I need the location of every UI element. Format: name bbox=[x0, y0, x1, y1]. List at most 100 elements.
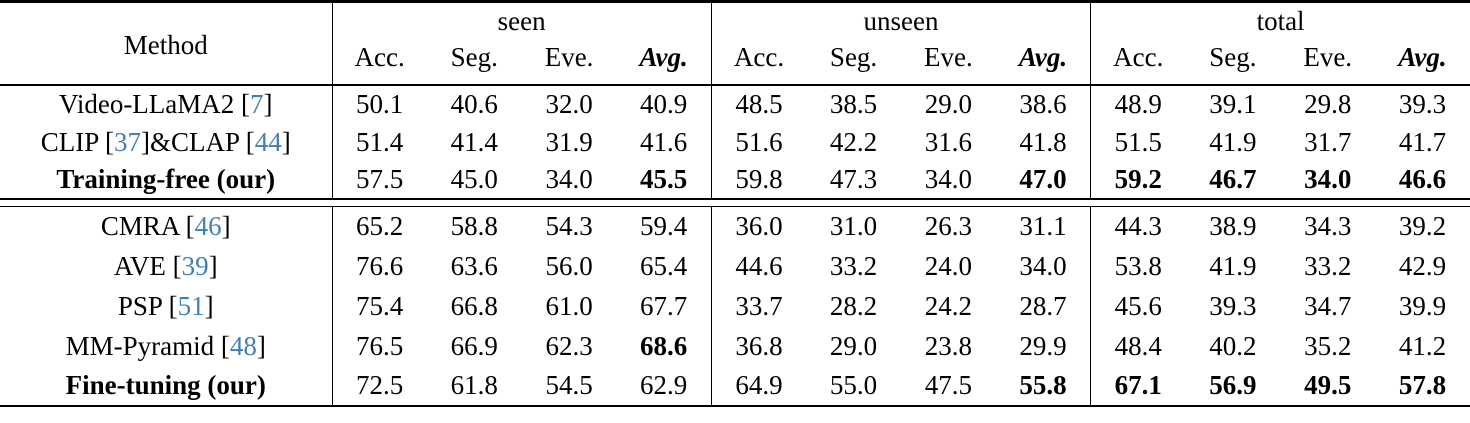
citation-link[interactable]: 7 bbox=[250, 89, 264, 119]
method-cell: Fine-tuning (our) bbox=[0, 366, 333, 406]
citation-link[interactable]: 46 bbox=[194, 210, 222, 241]
value-cell: 64.9 bbox=[735, 370, 783, 400]
value-cell: 51.6 bbox=[735, 126, 783, 157]
value-cell: 34.0 bbox=[924, 164, 972, 194]
value-cell: 41.9 bbox=[1209, 126, 1257, 157]
value-cell: 29.0 bbox=[924, 89, 972, 119]
citation-link[interactable]: 37 bbox=[114, 126, 141, 157]
value-cell: 41.8 bbox=[995, 123, 1092, 161]
method-name-text: MM-Pyramid [ bbox=[65, 330, 230, 361]
table-row: Video-LLaMA2 [7] 50.1 40.6 32.0 40.9 48.5 38.5… bbox=[0, 85, 1470, 123]
value-cell: 40.9 bbox=[616, 85, 712, 123]
citation-link[interactable]: 48 bbox=[229, 330, 257, 361]
value-cell: 55.0 bbox=[829, 370, 878, 400]
value-cell: 66.8 bbox=[450, 290, 498, 321]
method-header: Method bbox=[0, 1, 333, 86]
value-cell: 65.4 bbox=[616, 246, 712, 286]
value-cell: 41.9 bbox=[1209, 250, 1257, 281]
value-cell: 51.5 bbox=[1114, 126, 1162, 157]
value-cell: 31.6 bbox=[924, 126, 972, 157]
value-cell: 61.0 bbox=[545, 290, 593, 321]
value-cell: 65.2 bbox=[356, 210, 404, 241]
table-row: Fine-tuning (our) 72.5 61.8 54.5 62.9 64.9 55.… bbox=[0, 366, 1470, 406]
value-cell: 47.0 bbox=[995, 161, 1092, 199]
table-row: MM-Pyramid [48] 76.5 66.9 62.3 68.6 36.8 29.0 2… bbox=[0, 326, 1470, 366]
value-cell: 76.5 bbox=[356, 330, 404, 361]
block-separator-rule bbox=[0, 198, 1470, 207]
method-cell: MM-Pyramid [48] bbox=[0, 326, 333, 366]
value-cell: 54.3 bbox=[545, 210, 593, 241]
value-cell: 53.8 bbox=[1114, 250, 1162, 281]
col-header-total-eve: Eve. bbox=[1280, 37, 1376, 86]
value-cell: 41.6 bbox=[616, 123, 712, 161]
method-name-text: ] bbox=[204, 290, 214, 321]
value-cell: 26.3 bbox=[924, 210, 972, 241]
method-name-text: ] bbox=[208, 250, 218, 281]
col-header-seen-avg: Avg. bbox=[616, 37, 712, 86]
col-header-total-acc: Acc. bbox=[1090, 37, 1186, 86]
value-cell: 38.6 bbox=[995, 85, 1092, 123]
value-cell: 40.6 bbox=[450, 89, 498, 119]
table-row: Training-free (our) 57.5 45.0 34.0 45.5 59.8 4… bbox=[0, 161, 1470, 199]
value-cell: 31.9 bbox=[545, 126, 593, 157]
method-name-text: Training-free (our) bbox=[56, 164, 276, 194]
citation-link[interactable]: 39 bbox=[181, 250, 209, 281]
value-cell: 39.3 bbox=[1398, 89, 1447, 119]
group-header-total: total bbox=[1256, 6, 1305, 36]
method-name-text: ]&CLAP [ bbox=[141, 126, 255, 157]
value-cell: 31.7 bbox=[1304, 126, 1352, 157]
value-cell: 49.5 bbox=[1304, 370, 1352, 400]
value-cell: 45.5 bbox=[616, 161, 712, 199]
value-cell: 42.9 bbox=[1398, 250, 1447, 281]
value-cell: 67.7 bbox=[616, 286, 712, 326]
method-name-text: ] bbox=[281, 126, 291, 157]
value-cell: 62.3 bbox=[545, 330, 593, 361]
value-cell: 67.1 bbox=[1114, 370, 1162, 400]
value-cell: 33.7 bbox=[735, 290, 783, 321]
value-cell: 32.0 bbox=[545, 89, 593, 119]
value-cell: 39.3 bbox=[1209, 290, 1257, 321]
method-name-text: CLIP [ bbox=[40, 126, 114, 157]
value-cell: 39.1 bbox=[1209, 89, 1257, 119]
value-cell: 45.6 bbox=[1114, 290, 1162, 321]
citation-link[interactable]: 51 bbox=[177, 290, 205, 321]
results-table: Method seen unseen total Acc. Seg. Eve. … bbox=[0, 0, 1470, 407]
value-cell: 44.3 bbox=[1114, 210, 1162, 241]
value-cell: 36.0 bbox=[735, 210, 783, 241]
group-header-unseen: unseen bbox=[711, 1, 1092, 37]
value-cell: 34.0 bbox=[545, 164, 593, 194]
value-cell: 66.9 bbox=[450, 330, 498, 361]
value-cell: 47.3 bbox=[829, 164, 878, 194]
value-cell: 48.5 bbox=[735, 89, 783, 119]
block-separator-cell bbox=[0, 198, 1470, 207]
method-name-text: Fine-tuning (our) bbox=[65, 370, 266, 400]
value-cell: 31.1 bbox=[995, 206, 1092, 246]
method-cell: PSP [51] bbox=[0, 286, 333, 326]
col-header-unseen-acc: Acc. bbox=[711, 37, 807, 86]
value-cell: 48.4 bbox=[1114, 330, 1162, 361]
value-cell: 61.8 bbox=[450, 370, 498, 400]
table-row: PSP [51] 75.4 66.8 61.0 67.7 33.7 28.2 24.2 28.7… bbox=[0, 286, 1470, 326]
value-cell: 44.6 bbox=[735, 250, 783, 281]
col-header-total-avg: Avg. bbox=[1375, 37, 1470, 86]
table-header: Method seen unseen total Acc. Seg. Eve. … bbox=[0, 1, 1470, 86]
value-cell: 47.5 bbox=[924, 370, 972, 400]
col-header-seen-seg: Seg. bbox=[426, 37, 522, 86]
value-cell: 59.4 bbox=[616, 206, 712, 246]
value-cell: 39.2 bbox=[1398, 210, 1447, 241]
value-cell: 38.9 bbox=[1209, 210, 1257, 241]
value-cell: 55.8 bbox=[995, 366, 1092, 406]
value-cell: 63.6 bbox=[450, 250, 498, 281]
value-cell: 33.2 bbox=[1304, 250, 1352, 281]
value-cell: 38.5 bbox=[829, 89, 878, 119]
col-header-total-seg: Seg. bbox=[1185, 37, 1281, 86]
value-cell: 40.2 bbox=[1209, 330, 1257, 361]
method-name-text: ] bbox=[221, 210, 231, 241]
citation-link[interactable]: 44 bbox=[254, 126, 282, 157]
method-cell: Video-LLaMA2 [7] bbox=[0, 85, 333, 123]
value-cell: 56.0 bbox=[545, 250, 593, 281]
value-cell: 42.2 bbox=[829, 126, 878, 157]
value-cell: 41.4 bbox=[450, 126, 498, 157]
value-cell: 68.6 bbox=[616, 326, 712, 366]
